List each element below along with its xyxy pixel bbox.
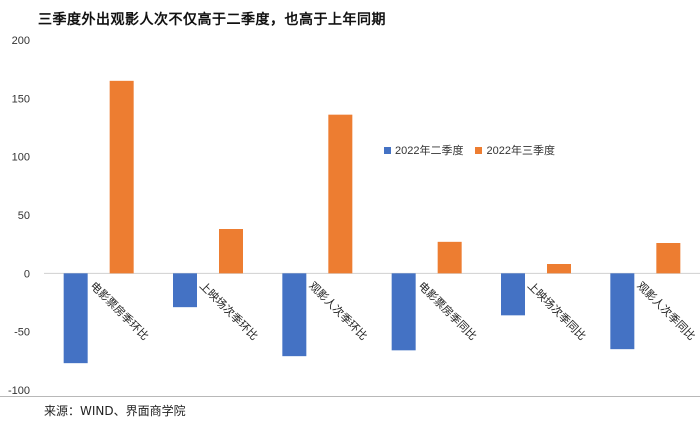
legend-label-series1: 2022年二季度: [395, 145, 464, 157]
chart-title: 三季度外出观影人次不仅高于二季度，也高于上年同期: [38, 12, 386, 28]
bar-series1-2: [173, 273, 197, 308]
bar-series1-6: [610, 273, 635, 350]
bar-series2-1: [109, 80, 134, 274]
category-label: 观影人次季环比: [306, 279, 370, 343]
bar-series1-4: [391, 273, 416, 351]
y-tick-label: 200: [12, 35, 30, 47]
category-label: 上映场次季同比: [525, 279, 589, 343]
bar-series1-3: [282, 273, 307, 357]
bar-series1-5: [501, 273, 525, 316]
category-label: 电影票房季环比: [88, 279, 152, 343]
y-tick-label: 0: [24, 268, 30, 280]
footer-divider: [0, 396, 700, 397]
legend-label-series2: 2022年三季度: [486, 145, 555, 157]
y-tick-label: 100: [12, 152, 30, 164]
category-label: 观影人次季同比: [634, 279, 698, 343]
bar-series2-2: [219, 229, 243, 274]
bar-series2-6: [656, 243, 681, 274]
legend-swatch-series2: [475, 146, 483, 154]
y-tick-label: 150: [12, 93, 30, 105]
legend-swatch-series1: [384, 146, 391, 154]
source-note: 来源：WIND、界面商学院: [44, 404, 186, 418]
bar-series1-1: [63, 273, 88, 364]
y-tick-label: 50: [18, 210, 30, 222]
bar-series2-5: [547, 264, 571, 274]
y-tick-label: -100: [8, 385, 30, 397]
bar-series2-3: [328, 114, 353, 274]
legend-item-series2: 2022年三季度: [475, 142, 555, 158]
category-label: 上映场次季环比: [197, 279, 261, 343]
chart-legend: 2022年二季度 2022年三季度: [384, 142, 555, 158]
bar-series2-4: [437, 241, 462, 274]
category-label: 电影票房季同比: [416, 279, 480, 343]
legend-item-series1: 2022年二季度: [384, 142, 463, 158]
y-tick-label: -50: [14, 327, 30, 339]
